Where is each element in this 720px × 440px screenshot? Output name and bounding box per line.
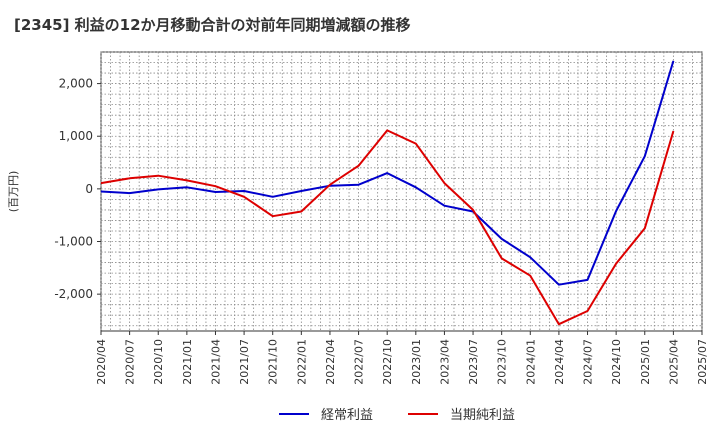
x-tick-label: 2024/01 <box>524 339 537 385</box>
data-point: 当期純利益 2023/01: 860 <box>413 141 419 147</box>
data-point: 当期純利益 2024/07: -2320 <box>585 308 591 314</box>
data-point: 経常利益 2025/01: 620 <box>642 153 648 159</box>
x-tick-label: 2022/04 <box>324 339 337 385</box>
data-point: 経常利益 2024/04: -1820 <box>556 282 562 288</box>
data-point: 当期純利益 2025/04: 1100 <box>670 128 676 134</box>
data-point: 当期純利益 2021/04: 50 <box>212 183 218 189</box>
x-tick-label: 2025/07 <box>696 339 709 385</box>
x-tick-label: 2023/01 <box>410 339 423 385</box>
y-tick-label: 1,000 <box>59 129 93 143</box>
series-line-1 <box>100 60 675 286</box>
x-tick-label: 2021/10 <box>267 339 280 385</box>
x-tick-label: 2021/04 <box>209 339 222 385</box>
x-tick-label: 2022/01 <box>295 339 308 385</box>
data-point: 当期純利益 2022/01: -430 <box>298 209 304 215</box>
x-tick-label: 2020/04 <box>95 339 108 385</box>
y-tick-label: -1,000 <box>54 235 93 249</box>
x-tick-label: 2023/10 <box>496 339 509 385</box>
data-point: 経常利益 2021/10: -150 <box>270 194 276 200</box>
data-point: 経常利益 2022/01: -40 <box>298 188 304 194</box>
grid-layer <box>100 51 703 332</box>
x-tick-label: 2020/10 <box>152 339 165 385</box>
legend: 経常利益 当期純利益 <box>279 408 515 423</box>
data-point: 当期純利益 2021/10: -520 <box>270 213 276 219</box>
x-tick-label: 2023/07 <box>467 339 480 385</box>
x-tick-label: 2024/07 <box>582 339 595 385</box>
data-point: 経常利益 2023/10: -950 <box>499 236 505 242</box>
data-point: 当期純利益 2025/01: -750 <box>642 225 648 231</box>
data-point: 経常利益 2022/07: 80 <box>356 182 362 188</box>
data-point: 経常利益 2021/07: -40 <box>241 188 247 194</box>
x-tick-label: 2022/07 <box>353 339 366 385</box>
data-point: 当期純利益 2022/04: 80 <box>327 182 333 188</box>
x-tick-label: 2024/04 <box>553 339 566 385</box>
plot-area <box>100 51 703 332</box>
data-point: 経常利益 2020/10: -10 <box>155 186 161 192</box>
y-tick-label: 2,000 <box>59 77 93 91</box>
data-point: 経常利益 2023/01: 30 <box>413 184 419 190</box>
data-point: 経常利益 2023/04: -320 <box>441 203 447 209</box>
data-point: 当期純利益 2022/07: 440 <box>356 163 362 169</box>
data-point: 当期純利益 2024/04: -2570 <box>556 321 562 327</box>
data-point: 経常利益 2021/04: -60 <box>212 189 218 195</box>
x-tick-label: 2025/01 <box>639 339 652 385</box>
data-point: 経常利益 2021/01: 30 <box>184 184 190 190</box>
data-point: 当期純利益 2020/07: 200 <box>127 175 133 181</box>
data-point: 経常利益 2024/10: -420 <box>613 208 619 214</box>
x-tick-label: 2025/04 <box>667 339 680 385</box>
data-point: 当期純利益 2023/07: -400 <box>470 207 476 213</box>
axis-layer: 2,000 1,000 0 -1,000 -2,000 (百万円) 2020/04 2020/… <box>7 77 709 385</box>
x-tick-label: 2021/01 <box>181 339 194 385</box>
x-tick-label: 2020/07 <box>124 339 137 385</box>
data-point: 経常利益 2024/07: -1730 <box>585 277 591 283</box>
series-layer: 経常利益 2020/04: -50 経常利益 2020/07: -80 経常利益 2… <box>98 58 676 327</box>
data-point: 経常利益 2020/04: -50 <box>98 189 104 195</box>
data-point: 当期純利益 2023/04: 110 <box>441 180 447 186</box>
data-point: 当期純利益 2024/10: -1420 <box>613 261 619 267</box>
data-point: 当期純利益 2020/10: 250 <box>155 173 161 179</box>
data-point: 経常利益 2025/04: 2430 <box>670 58 676 64</box>
x-tick-label: 2023/04 <box>438 339 451 385</box>
x-tick-label: 2021/07 <box>238 339 251 385</box>
data-point: 当期純利益 2020/04: 110 <box>98 180 104 186</box>
chart-title: [2345] 利益の12か月移動合計の対前年同期増減額の推移 <box>14 16 411 34</box>
data-point: 当期純利益 2023/10: -1320 <box>499 255 505 261</box>
legend-label: 当期純利益 <box>450 408 515 423</box>
x-tick-label: 2022/10 <box>381 339 394 385</box>
data-point: 経常利益 2020/07: -80 <box>127 190 133 196</box>
legend-label: 経常利益 <box>321 408 373 423</box>
data-point: 当期純利益 2021/07: -150 <box>241 194 247 200</box>
data-point: 当期純利益 2021/01: 160 <box>184 177 190 183</box>
data-point: 経常利益 2022/10: 300 <box>384 170 390 176</box>
y-tick-label: -2,000 <box>54 287 93 301</box>
y-axis-label: (百万円) <box>7 171 20 213</box>
series-line-2 <box>100 129 675 326</box>
y-tick-label: 0 <box>85 182 93 196</box>
x-tick-label: 2024/10 <box>610 339 623 385</box>
data-point: 当期純利益 2022/10: 1110 <box>384 127 390 133</box>
data-point: 当期純利益 2024/01: -1650 <box>527 273 533 279</box>
data-point: 経常利益 2024/01: -1300 <box>527 254 533 260</box>
